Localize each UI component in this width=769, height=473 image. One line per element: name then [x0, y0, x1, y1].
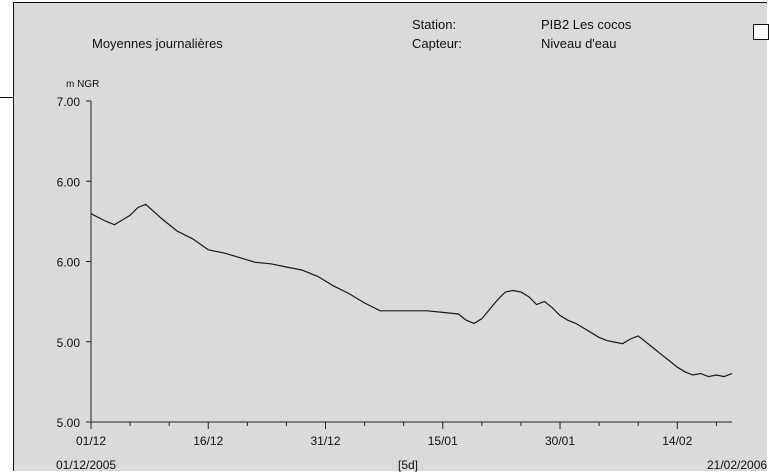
- x-end-label: 21/02/2006: [707, 458, 767, 472]
- x-tick-label: 30/01: [545, 434, 575, 448]
- side-tick: [0, 97, 13, 98]
- x-tick-label: 15/01: [428, 434, 458, 448]
- chart-frame: [13, 2, 767, 471]
- x-tick-label: 31/12: [310, 434, 340, 448]
- series-line: [90, 203, 733, 378]
- y-tick-label: 7.00: [57, 95, 81, 109]
- x-tick-label: 16/12: [193, 434, 223, 448]
- sensor-value: Niveau d'eau: [541, 36, 617, 51]
- y-tick-label: 5.00: [57, 416, 81, 430]
- chart-subtitle: Moyennes journalières: [92, 36, 223, 51]
- x-interval-label: [5d]: [398, 458, 418, 472]
- y-tick-label: 6.00: [57, 175, 81, 189]
- station-value: PIB2 Les cocos: [541, 17, 632, 32]
- y-tick-label: 6.00: [57, 256, 81, 270]
- station-label: Station:: [412, 17, 457, 32]
- sensor-label: Capteur:: [412, 36, 462, 51]
- y-axis-unit-label: m NGR: [66, 79, 99, 90]
- x-tick-label: 01/12: [76, 434, 106, 448]
- x-tick-label: 14/02: [662, 434, 692, 448]
- y-tick-label: 5.00: [57, 336, 81, 350]
- x-start-label: 01/12/2005: [56, 458, 116, 472]
